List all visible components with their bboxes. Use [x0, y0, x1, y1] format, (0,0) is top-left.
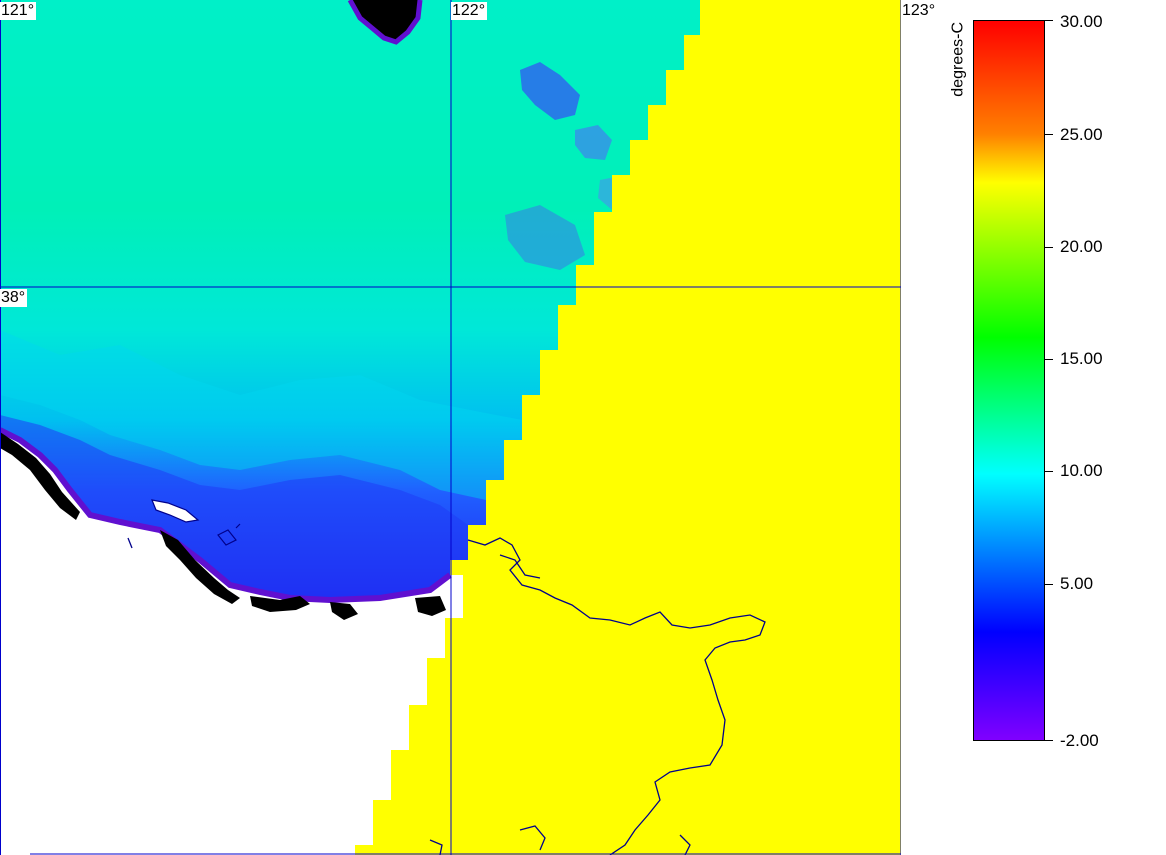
colorbar-tick-label: 20.00 [1060, 237, 1103, 256]
colorbar-tick-label: 15.00 [1060, 349, 1103, 368]
cold-patch [520, 62, 580, 120]
colorbar-tick [1045, 584, 1053, 585]
colorbar-tick [1045, 471, 1053, 472]
colorbar-tick [1045, 20, 1053, 21]
colorbar-tick [1045, 359, 1053, 360]
longitude-label-123: 123° [901, 2, 938, 20]
small-island [151, 499, 200, 523]
temperature-field [0, 0, 700, 600]
colorbar-tick-label: 30.00 [1060, 12, 1103, 31]
coastline [127, 537, 766, 855]
colorbar-tick [1045, 247, 1053, 248]
cold-patch [575, 125, 612, 160]
northern-island [350, 0, 420, 42]
colorbar-tick [1045, 134, 1053, 135]
colorbar-tick-label: 25.00 [1060, 125, 1103, 144]
latitude-label-38: 38° [0, 289, 28, 307]
colorbar-tick-label: 5.00 [1060, 574, 1094, 593]
cold-nearshore-band [0, 415, 468, 600]
colorbar-tick [1045, 740, 1053, 741]
longitude-label-122: 122° [451, 2, 488, 20]
land-mask [355, 0, 901, 855]
transition-band [0, 330, 522, 500]
colorbar-units-label: degrees-C [950, 22, 967, 97]
northern-island-fringe [347, 0, 423, 45]
colorbar-legend [973, 20, 1045, 741]
colorbar-tick-label: 10.00 [1060, 461, 1103, 480]
longitude-label-121: 121° [0, 2, 37, 20]
cold-patch [505, 205, 585, 270]
small-island [217, 523, 241, 546]
colorbar-tick-label: -2.00 [1060, 731, 1099, 750]
